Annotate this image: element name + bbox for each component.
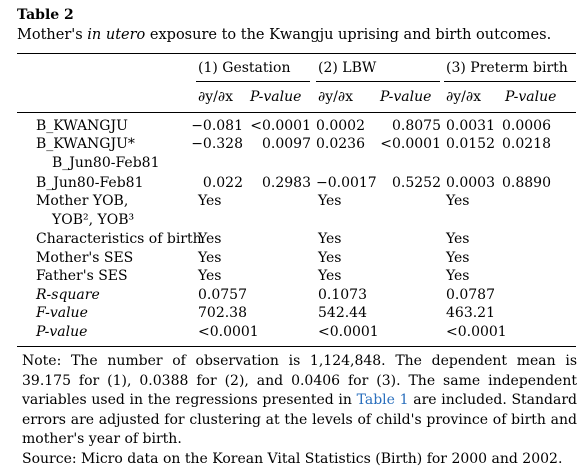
- table-cell: 463.21: [446, 305, 495, 321]
- group-header-3: (3) Preterm birth: [446, 60, 568, 76]
- table-cell: Yes: [446, 193, 470, 209]
- table-cell: 0.0006: [502, 118, 551, 134]
- top-rule: [17, 53, 576, 54]
- group-rule-1: [196, 81, 310, 82]
- table-cell: Yes: [198, 231, 222, 247]
- bottom-rule: [17, 346, 576, 347]
- table-cell: <0.0001: [380, 136, 441, 152]
- header-rule: [17, 112, 576, 113]
- group-header-1: (1) Gestation: [198, 60, 291, 76]
- table-cell: Yes: [446, 268, 470, 284]
- table-cell: 0.0787: [446, 287, 495, 303]
- subheader-dydx-1: ∂y/∂x: [198, 89, 233, 105]
- table-cell: Yes: [198, 193, 222, 209]
- subheader-pvalue-1: P-value: [250, 89, 302, 105]
- table-cell: 0.0097: [262, 136, 311, 152]
- group-header-2: (2) LBW: [318, 60, 377, 76]
- row-label: B_KWANGJU*: [36, 136, 135, 152]
- row-label: F-value: [36, 305, 88, 321]
- row-label: R-square: [36, 287, 100, 303]
- row-label: Characteristics of birth: [36, 231, 202, 247]
- row-label: B_Jun80-Feb81: [36, 175, 144, 191]
- table-cell: 0.022: [202, 175, 243, 191]
- row-label: Father's SES: [36, 268, 128, 284]
- table-cell: 0.8890: [502, 175, 551, 191]
- table-cell: 0.5252: [392, 175, 441, 191]
- table-cell: Yes: [318, 231, 342, 247]
- row-label: Mother's SES: [36, 250, 134, 266]
- table-note: Note: The number of observation is 1,124…: [22, 353, 578, 467]
- subheader-pvalue-2: P-value: [380, 89, 432, 105]
- table-cell: 0.2983: [262, 175, 311, 191]
- table-cell: Yes: [446, 250, 470, 266]
- table-cell: Yes: [318, 250, 342, 266]
- row-label: P-value: [36, 324, 88, 340]
- table-cell: Yes: [318, 193, 342, 209]
- subheader-pvalue-3: P-value: [505, 89, 557, 105]
- table-cell: 0.8075: [392, 118, 441, 134]
- table-caption: Mother's in utero exposure to the Kwangj…: [17, 27, 552, 43]
- table-cell: 0.0757: [198, 287, 247, 303]
- caption-italic: in utero: [87, 27, 146, 43]
- table-cell: 702.38: [198, 305, 247, 321]
- table-cell: 0.1073: [318, 287, 367, 303]
- row-label: B_KWANGJU: [36, 118, 128, 134]
- group-rule-2: [316, 81, 440, 82]
- table-cell: 0.0152: [446, 136, 495, 152]
- table-cell: Yes: [198, 250, 222, 266]
- table-cell: 0.0236: [316, 136, 365, 152]
- table-cell: <0.0001: [250, 118, 311, 134]
- table-cell: Yes: [198, 268, 222, 284]
- table-cell: −0.328: [191, 136, 243, 152]
- table-cell: −0.081: [191, 118, 243, 134]
- table-label: Table 2: [17, 7, 74, 23]
- table-cell: −0.0017: [316, 175, 377, 191]
- table-cell: Yes: [318, 268, 342, 284]
- row-label-continuation: YOB², YOB³: [52, 212, 135, 228]
- table-cell: Yes: [446, 231, 470, 247]
- table-cell: <0.0001: [198, 324, 259, 340]
- row-label-continuation: B_Jun80-Feb81: [52, 155, 160, 171]
- table-cell: <0.0001: [446, 324, 507, 340]
- subheader-dydx-3: ∂y/∂x: [446, 89, 481, 105]
- table-cell: 0.0003: [446, 175, 495, 191]
- table-cell: <0.0001: [318, 324, 379, 340]
- table-source: Source: Micro data on the Korean Vital S…: [22, 450, 563, 467]
- subheader-dydx-2: ∂y/∂x: [318, 89, 353, 105]
- table-cell: 0.0002: [316, 118, 365, 134]
- table-cell: 0.0218: [502, 136, 551, 152]
- table-1-link[interactable]: Table 1: [356, 392, 409, 408]
- group-rule-3: [444, 81, 576, 82]
- table-cell: 0.0031: [446, 118, 495, 134]
- row-label: Mother YOB,: [36, 193, 129, 209]
- table-cell: 542.44: [318, 305, 367, 321]
